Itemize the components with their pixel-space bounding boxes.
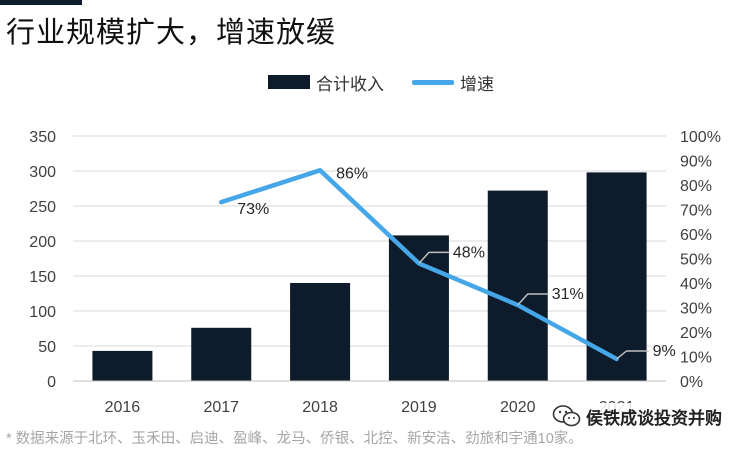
chart-title: 行业规模扩大，增速放缓 bbox=[6, 17, 337, 49]
y-tick-label: 150 bbox=[29, 269, 56, 286]
x-tick-label: 2019 bbox=[401, 399, 437, 416]
data-label-leader bbox=[517, 293, 548, 306]
bar bbox=[487, 190, 548, 381]
y2-tick-label: 100% bbox=[680, 129, 721, 146]
y2-tick-label: 60% bbox=[680, 227, 712, 244]
growth-data-label: 73% bbox=[237, 201, 269, 218]
y2-tick-label: 40% bbox=[680, 276, 712, 293]
data-label-leader bbox=[418, 251, 449, 264]
data-label-leader bbox=[616, 350, 649, 360]
title-accent-bar bbox=[0, 0, 82, 5]
legend-line-swatch bbox=[412, 79, 454, 85]
legend-bar-swatch bbox=[268, 75, 310, 89]
data-source-footnote: * 数据来源于北环、玉禾田、启迪、盈峰、龙马、侨银、北控、新安洁、劲旅和宇通10… bbox=[6, 431, 583, 447]
y2-tick-label: 0% bbox=[680, 374, 703, 391]
y2-tick-label: 80% bbox=[680, 178, 712, 195]
bar bbox=[290, 283, 351, 381]
y2-tick-label: 10% bbox=[680, 350, 712, 367]
bar bbox=[388, 235, 449, 381]
y-tick-label: 50 bbox=[38, 339, 56, 356]
growth-data-label: 31% bbox=[552, 286, 584, 303]
y2-tick-label: 30% bbox=[680, 301, 712, 318]
x-tick-label: 2018 bbox=[302, 399, 338, 416]
wechat-watermark: 侯铁成谈投资并购 bbox=[548, 403, 726, 429]
watermark-text: 侯铁成谈投资并购 bbox=[586, 408, 722, 428]
wechat-icon bbox=[552, 405, 581, 427]
y2-tick-label: 20% bbox=[680, 325, 712, 342]
y-tick-label: 200 bbox=[29, 234, 56, 251]
x-tick-label: 2020 bbox=[500, 399, 536, 416]
legend-bar-label: 合计收入 bbox=[316, 74, 384, 94]
y2-tick-label: 50% bbox=[680, 252, 712, 269]
legend-line-label: 增速 bbox=[460, 74, 494, 94]
y2-tick-label: 70% bbox=[680, 203, 712, 220]
growth-data-label: 9% bbox=[653, 343, 676, 360]
x-tick-label: 2016 bbox=[105, 399, 141, 416]
y-tick-label: 250 bbox=[29, 199, 56, 216]
y-tick-label: 0 bbox=[47, 374, 56, 391]
y-tick-label: 350 bbox=[29, 129, 56, 146]
y-tick-label: 100 bbox=[29, 304, 56, 321]
y2-tick-label: 90% bbox=[680, 154, 712, 171]
growth-data-label: 86% bbox=[336, 165, 368, 182]
growth-data-label: 48% bbox=[453, 244, 485, 261]
bar bbox=[191, 327, 252, 381]
x-tick-label: 2017 bbox=[203, 399, 239, 416]
y-tick-label: 300 bbox=[29, 164, 56, 181]
chart-legend: 合计收入 增速 bbox=[268, 70, 494, 94]
bar bbox=[92, 350, 153, 381]
